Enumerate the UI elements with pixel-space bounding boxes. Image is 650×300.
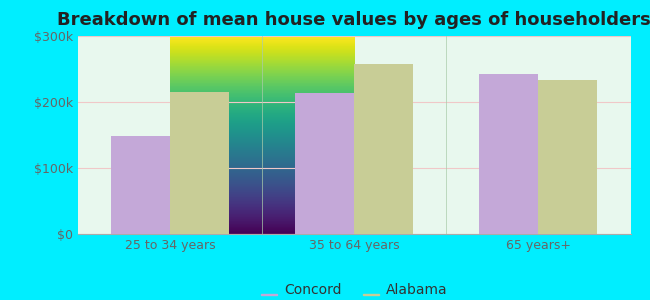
Bar [170, 92, 229, 234]
Bar [111, 136, 170, 234]
Bar [295, 93, 354, 234]
Legend: Concord, Alabama: Concord, Alabama [255, 277, 454, 300]
Bar [538, 80, 597, 234]
Bar [480, 74, 538, 234]
Title: Breakdown of mean house values by ages of householders: Breakdown of mean house values by ages o… [57, 11, 650, 29]
Bar [354, 64, 413, 234]
